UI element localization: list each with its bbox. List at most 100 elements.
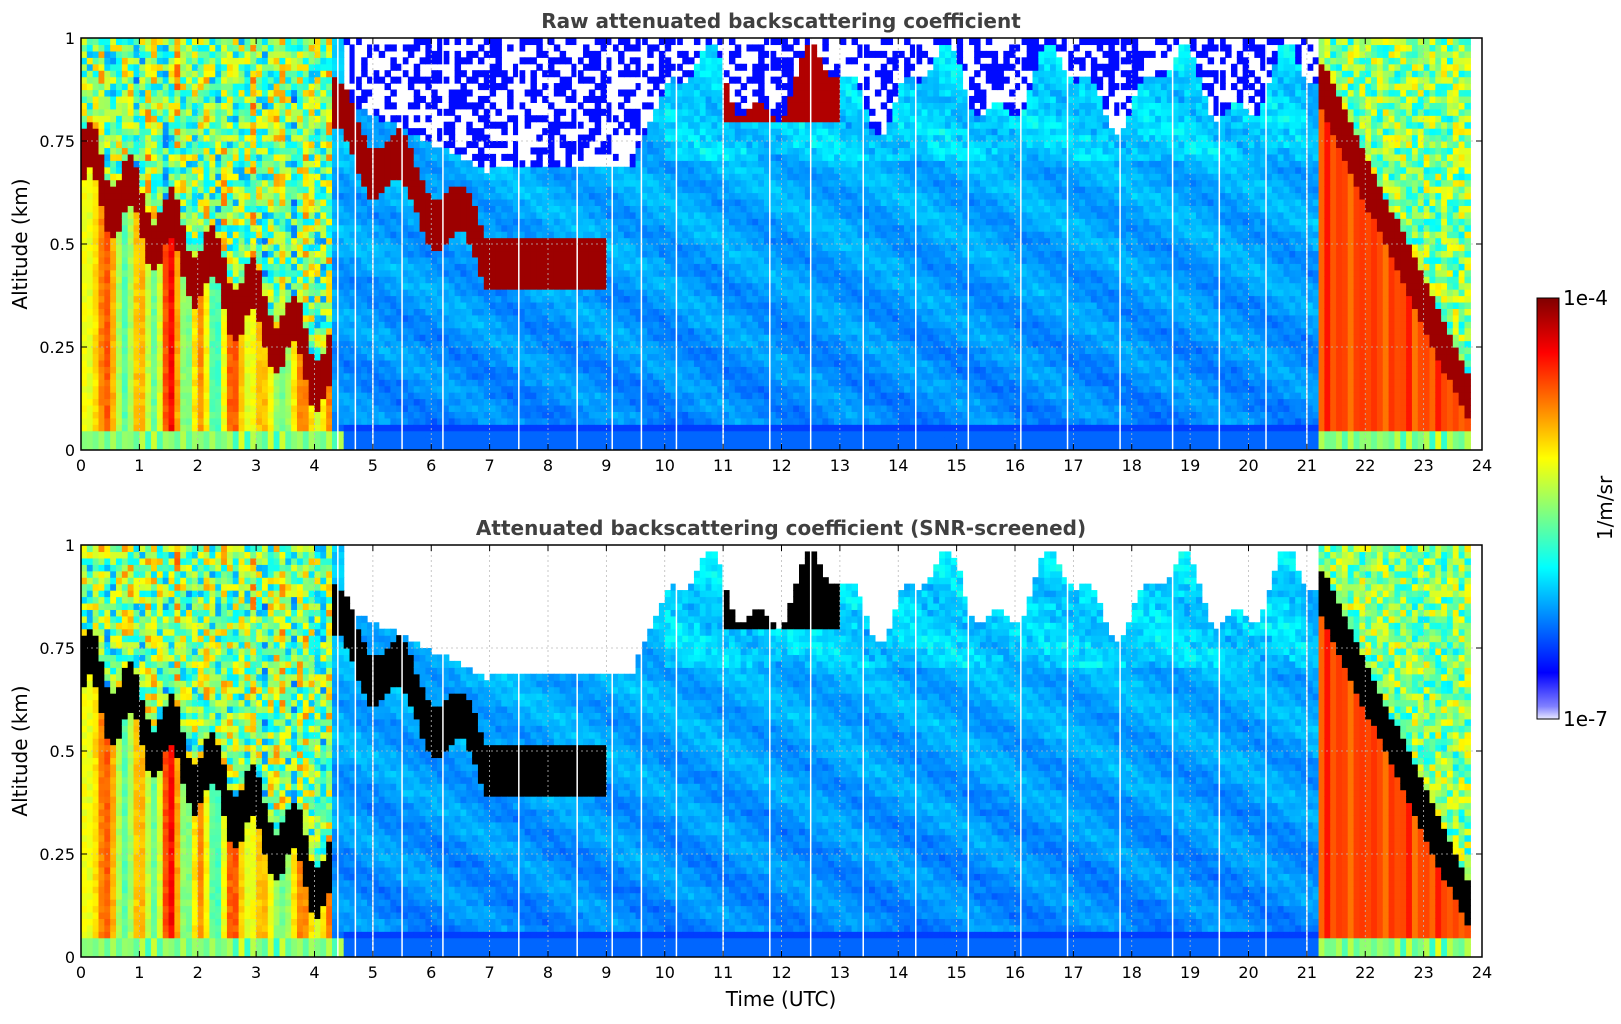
heatmap-cell [279,211,286,219]
heatmap-cell [501,128,508,136]
heatmap-cell [460,347,467,355]
heatmap-cell [512,250,520,258]
heatmap-cell [127,276,135,284]
heatmap-cell [86,121,94,129]
heatmap-cell [501,269,508,277]
heatmap-cell [524,276,532,284]
heatmap-cell [425,115,432,123]
heatmap-cell [127,102,135,110]
heatmap-cell [361,237,368,245]
heatmap-cell [156,372,164,380]
heatmap-cell [332,301,339,309]
heatmap-cell [98,392,105,400]
heatmap-cell [215,263,222,271]
heatmap-cell [454,295,462,303]
heatmap-cell [261,198,269,206]
heatmap-cell [244,289,251,297]
heatmap-cell [402,244,409,252]
heatmap-cell [512,160,520,168]
heatmap-cell [536,359,543,367]
heatmap-cell [186,128,193,136]
heatmap-cell [466,295,473,303]
heatmap-cell [104,237,111,245]
heatmap-cell [221,282,228,290]
heatmap-cell [296,308,304,316]
heatmap-cell [372,437,380,445]
heatmap-cell [121,108,129,116]
heatmap-cell [349,411,356,419]
heatmap-cell [548,166,555,174]
heatmap-cell [442,147,450,155]
heatmap-cell [285,347,292,355]
heatmap-cell [402,57,409,65]
heatmap-cell [191,263,199,271]
heatmap-cell [553,57,561,65]
heatmap-cell [448,179,456,187]
heatmap-cell [402,173,409,181]
heatmap-cell [372,321,380,329]
heatmap-cell [361,437,368,445]
heatmap-cell [180,63,187,71]
heatmap-cell [174,63,181,71]
heatmap-cell [320,224,327,232]
heatmap-cell [250,244,257,252]
heatmap-cell [565,263,572,271]
heatmap-cell [221,231,228,239]
heatmap-cell [267,443,275,450]
heatmap-cell [536,372,543,380]
heatmap-cell [156,186,164,194]
heatmap-cell [349,424,356,432]
heatmap-cell [291,289,298,297]
heatmap-cell [308,269,316,277]
heatmap-cell [302,121,310,129]
heatmap-cell [104,269,111,277]
heatmap-cell [431,231,438,239]
heatmap-cell [396,269,403,277]
heatmap-cell [162,385,170,393]
heatmap-cell [372,359,380,367]
heatmap-cell [314,211,321,219]
heatmap-cell [530,404,537,412]
heatmap-cell [81,186,88,194]
heatmap-cell [174,359,181,367]
heatmap-cell [332,141,339,149]
heatmap-cell [215,166,222,174]
heatmap-cell [180,95,187,103]
heatmap-cell [291,173,298,181]
heatmap-cell [495,392,502,400]
heatmap-cell [460,372,467,380]
heatmap-cell [197,295,205,303]
heatmap-cell [279,424,286,432]
heatmap-cell [197,108,205,116]
heatmap-cell [495,205,502,213]
heatmap-cell [133,353,140,361]
heatmap-cell [221,424,228,432]
heatmap-cell [501,256,508,264]
heatmap-cell [186,44,193,52]
heatmap-cell [384,366,391,374]
heatmap-cell [110,295,117,303]
heatmap-cell [524,321,532,329]
heatmap-cell [209,160,216,168]
heatmap-cell [337,430,345,438]
heatmap-cell [367,424,374,432]
heatmap-cell [425,263,432,271]
heatmap-cell [215,128,222,136]
heatmap-cell [384,147,391,155]
heatmap-cell [250,166,257,174]
heatmap-cell [156,314,164,322]
heatmap-cell [221,95,228,103]
heatmap-cell [133,218,140,226]
heatmap-cell [326,276,333,284]
heatmap-cell [238,256,246,264]
heatmap-cell [162,276,170,284]
heatmap-cell [326,443,333,450]
heatmap-cell [454,198,462,206]
heatmap-cell [337,392,345,400]
heatmap-cell [396,141,403,149]
heatmap-cell [168,398,175,406]
heatmap-cell [402,224,409,232]
heatmap-cell [355,179,362,187]
heatmap-cell [314,347,321,355]
